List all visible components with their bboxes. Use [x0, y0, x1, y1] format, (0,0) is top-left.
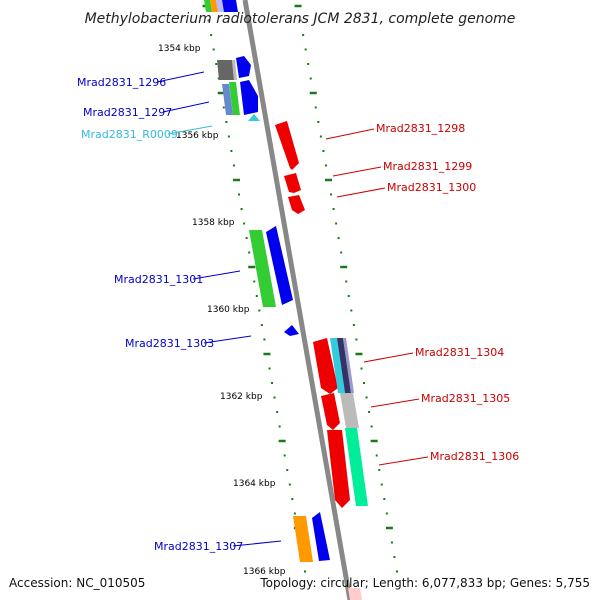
gene-partial-lightblue[interactable] — [216, 0, 224, 12]
gene-1305-block — [321, 393, 359, 430]
gene-label-1306[interactable]: Mrad2831_1306 — [430, 450, 519, 463]
leader-line-1300 — [336, 187, 386, 198]
gene-label-1307[interactable]: Mrad2831_1307 — [154, 540, 243, 553]
gene-1301-block — [249, 226, 293, 307]
gene-green-1301a[interactable] — [249, 230, 276, 307]
gene-green-1[interactable] — [229, 82, 240, 115]
gene-lightgray-1[interactable] — [232, 60, 237, 80]
gene-label-1298[interactable]: Mrad2831_1298 — [376, 122, 465, 135]
kbp-label-1358: 1358 kbp — [192, 218, 235, 228]
leader-line-1305 — [370, 398, 420, 408]
gene-label-1304[interactable]: Mrad2831_1304 — [415, 346, 504, 359]
gene-gray-1[interactable] — [217, 60, 234, 80]
kbp-label-1354: 1354 kbp — [158, 44, 201, 54]
gene-mrad2831-1304[interactable] — [313, 338, 338, 394]
gene-label-1299[interactable]: Mrad2831_1299 — [383, 160, 472, 173]
gene-1307-block — [293, 512, 330, 562]
leader-line-1298 — [325, 128, 375, 140]
page-title: Methylobacterium radiotolerans JCM 2831,… — [85, 11, 516, 27]
gene-label-1301[interactable]: Mrad2831_1301 — [114, 273, 203, 286]
accession-text: Accession: NC_010505 — [9, 576, 146, 590]
leader-line-1296 — [156, 71, 205, 83]
gene-purple-1304[interactable] — [343, 338, 354, 393]
gene-1296-block — [217, 56, 251, 80]
gene-navy-1304[interactable] — [337, 338, 351, 393]
gene-1306-block — [327, 428, 368, 508]
gene-mrad2831-1303[interactable] — [284, 325, 299, 336]
gene-partial-orange[interactable] — [210, 0, 218, 12]
gene-mrad2831-1299[interactable] — [284, 173, 301, 193]
kbp-label-1362: 1362 kbp — [220, 392, 263, 402]
leader-line-1299 — [332, 166, 382, 177]
leader-line-1304 — [363, 352, 414, 363]
right-gene-labels: Mrad2831_1298 Mrad2831_1299 Mrad2831_130… — [325, 122, 519, 466]
gene-label-1296[interactable]: Mrad2831_1296 — [77, 76, 166, 89]
leader-line-1307 — [232, 540, 282, 547]
gene-partial-blue[interactable] — [222, 0, 238, 12]
gene-mrad2831-r0009[interactable] — [248, 114, 260, 121]
gene-partial-green[interactable] — [204, 0, 212, 12]
gene-mrad2831-1297[interactable] — [240, 80, 258, 115]
gene-mrad2831-1301[interactable] — [266, 226, 293, 305]
kbp-label-1364: 1364 kbp — [233, 479, 276, 489]
kbp-label-1366: 1366 kbp — [243, 567, 286, 577]
gene-cyan-1304[interactable] — [330, 338, 345, 393]
gene-mrad2831-1296[interactable] — [236, 56, 251, 78]
gene-mrad2831-1298[interactable] — [275, 121, 299, 170]
kbp-ruler: 1354 kbp 1356 kbp 1358 kbp 1360 kbp 1362… — [158, 44, 286, 577]
gene-label-1305[interactable]: Mrad2831_1305 — [421, 392, 510, 405]
gene-partial-bottom[interactable] — [348, 588, 362, 600]
left-gene-labels: Mrad2831_1296 Mrad2831_1297 Mrad2831_R00… — [77, 71, 282, 553]
kbp-label-1360: 1360 kbp — [207, 305, 250, 315]
leader-line-1303 — [203, 335, 252, 344]
gene-teal-1306[interactable] — [345, 428, 368, 506]
gene-label-1300[interactable]: Mrad2831_1300 — [387, 181, 476, 194]
leader-line-1297 — [162, 101, 210, 113]
gene-label-r0009[interactable]: Mrad2831_R0009 — [81, 128, 178, 141]
genome-axis — [242, 0, 353, 600]
topology-text: Topology: circular; Length: 6,077,833 bp… — [260, 576, 590, 590]
leader-line-1301 — [192, 270, 241, 280]
gene-mixed-1[interactable] — [222, 84, 233, 115]
gene-label-1303[interactable]: Mrad2831_1303 — [125, 337, 214, 350]
gene-mrad2831-1306[interactable] — [327, 430, 350, 508]
gene-mrad2831-1307[interactable] — [312, 512, 330, 561]
gene-lightgray-1305[interactable] — [340, 393, 359, 428]
leader-line-1306 — [378, 456, 429, 466]
gene-orange-1307[interactable] — [293, 516, 313, 562]
top-partial-features — [204, 0, 238, 12]
gene-1304-block — [313, 338, 354, 394]
leader-line-r0009 — [167, 125, 213, 135]
kbp-label-1356: 1356 kbp — [176, 131, 219, 141]
gene-label-1297[interactable]: Mrad2831_1297 — [83, 106, 172, 119]
gene-mrad2831-1305[interactable] — [321, 393, 340, 430]
gene-mrad2831-1300[interactable] — [288, 195, 305, 214]
gene-1297-block — [222, 80, 258, 115]
